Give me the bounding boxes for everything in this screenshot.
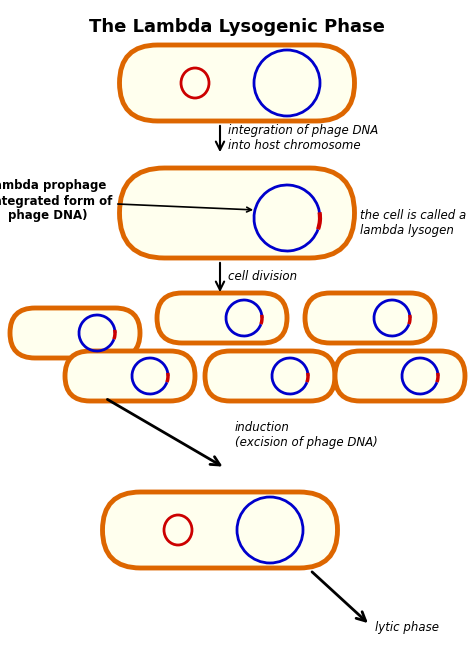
FancyBboxPatch shape <box>65 351 195 401</box>
FancyBboxPatch shape <box>305 293 435 343</box>
FancyBboxPatch shape <box>103 492 338 568</box>
Text: lambda prophage
(integrated form of
phage DNA): lambda prophage (integrated form of phag… <box>0 179 251 223</box>
FancyBboxPatch shape <box>120 45 354 121</box>
FancyBboxPatch shape <box>335 351 465 401</box>
Text: integration of phage DNA
into host chromosome: integration of phage DNA into host chrom… <box>228 124 378 152</box>
Text: cell division: cell division <box>228 271 297 284</box>
Text: lytic phase: lytic phase <box>375 622 439 635</box>
Text: the cell is called a
lambda lysogen: the cell is called a lambda lysogen <box>360 209 466 237</box>
FancyBboxPatch shape <box>120 168 354 258</box>
FancyBboxPatch shape <box>205 351 335 401</box>
FancyBboxPatch shape <box>10 308 140 358</box>
Text: The Lambda Lysogenic Phase: The Lambda Lysogenic Phase <box>89 18 385 36</box>
Text: induction
(excision of phage DNA): induction (excision of phage DNA) <box>235 421 378 449</box>
FancyBboxPatch shape <box>157 293 287 343</box>
